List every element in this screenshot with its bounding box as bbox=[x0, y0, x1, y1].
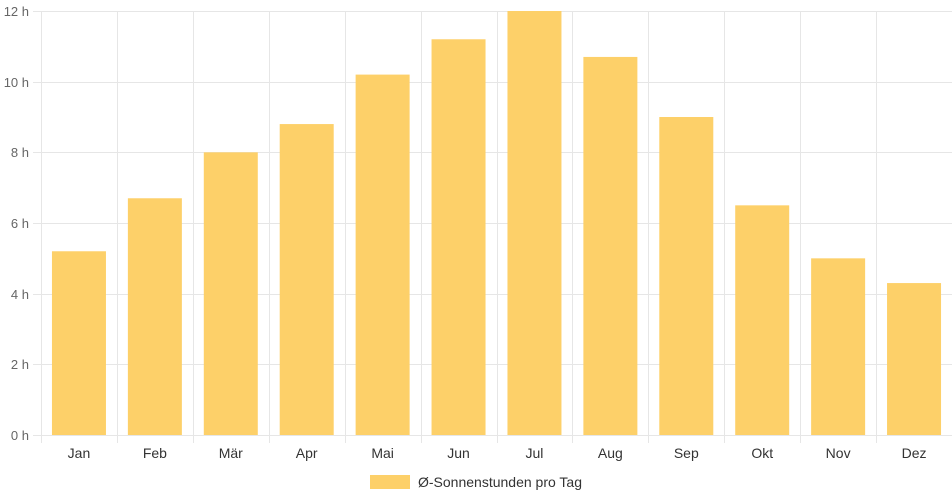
y-tick-label: 6 h bbox=[11, 216, 29, 231]
x-tick-label: Dez bbox=[902, 445, 927, 461]
bar bbox=[811, 258, 866, 435]
x-tick-label: Jul bbox=[526, 445, 544, 461]
y-tick-label: 12 h bbox=[4, 4, 29, 19]
bar bbox=[279, 124, 334, 436]
x-tick-label: Mär bbox=[219, 445, 243, 461]
legend[interactable]: Ø-Sonnenstunden pro Tag bbox=[370, 474, 582, 490]
y-tick-label: 4 h bbox=[11, 287, 29, 302]
y-tick-label: 2 h bbox=[11, 357, 29, 372]
x-tick-label: Jun bbox=[447, 445, 470, 461]
grid bbox=[33, 11, 952, 443]
x-tick-label: Okt bbox=[751, 445, 773, 461]
bar bbox=[507, 11, 562, 435]
bar bbox=[887, 283, 942, 435]
bar bbox=[127, 198, 182, 435]
bar bbox=[735, 205, 790, 435]
bar bbox=[583, 56, 638, 435]
x-tick-label: Apr bbox=[296, 445, 318, 461]
legend-swatch[interactable] bbox=[370, 475, 410, 489]
x-tick-label: Aug bbox=[598, 445, 623, 461]
legend-label[interactable]: Ø-Sonnenstunden pro Tag bbox=[418, 474, 582, 490]
bar bbox=[203, 152, 258, 436]
x-tick-label: Jan bbox=[68, 445, 91, 461]
y-tick-label: 10 h bbox=[4, 75, 29, 90]
x-tick-label: Mai bbox=[371, 445, 394, 461]
bars bbox=[51, 11, 942, 436]
bar bbox=[51, 251, 106, 435]
y-tick-label: 8 h bbox=[11, 145, 29, 160]
y-tick-label: 0 h bbox=[11, 428, 29, 443]
x-tick-label: Sep bbox=[674, 445, 699, 461]
bar bbox=[659, 117, 714, 435]
x-tick-label: Nov bbox=[826, 445, 851, 461]
axes: 0 h 2 h 4 h 6 h 8 h 10 h 12 h Jan Feb Mär Apr Mai Ju… bbox=[4, 4, 927, 461]
bar bbox=[431, 39, 486, 436]
bar bbox=[355, 74, 410, 435]
x-tick-label: Feb bbox=[143, 445, 167, 461]
